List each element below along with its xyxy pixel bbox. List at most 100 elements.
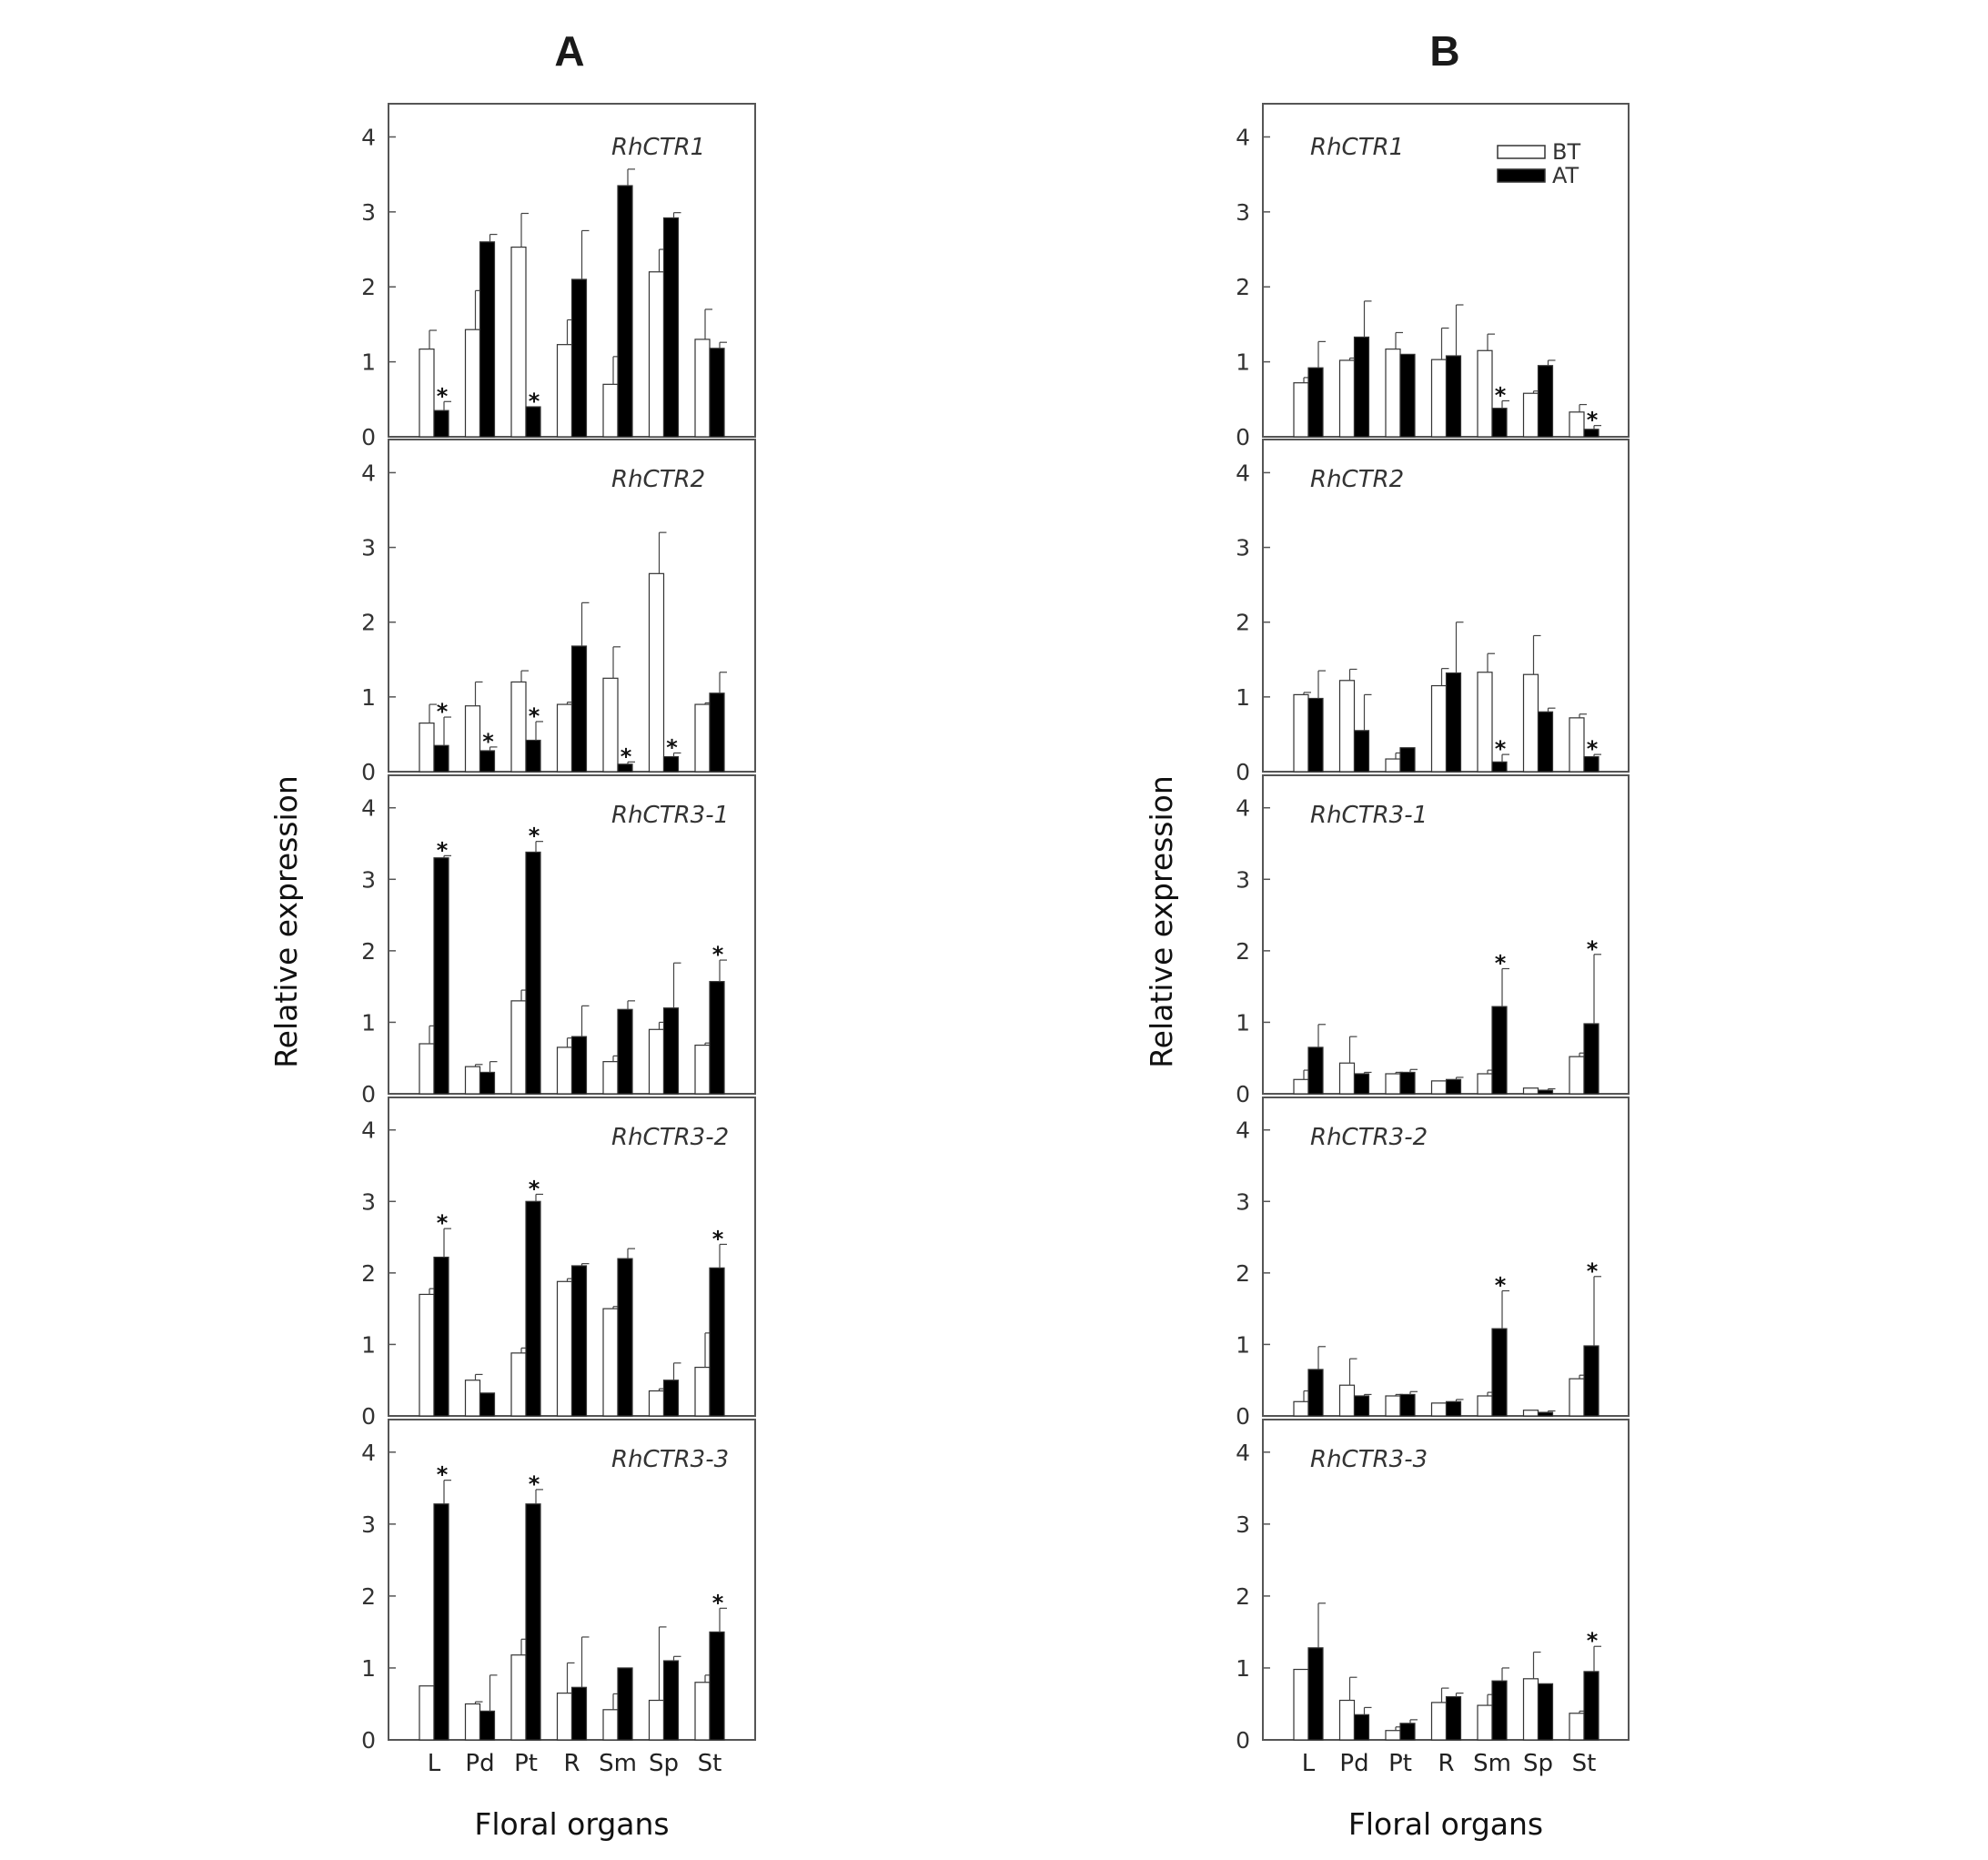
significance-star: * [1495,736,1507,762]
bar-at [1537,365,1554,438]
bar-bt [1385,349,1401,438]
y-axis-title: Relative expression [1144,775,1179,1068]
x-axis-title: Floral organs [1348,1806,1543,1842]
gene-label: RhCTR1 [1310,134,1404,161]
y-tick-label: 0 [1236,1403,1250,1430]
bar-bt [510,1000,527,1095]
bar-at [617,1667,633,1741]
bar-at [1307,1046,1324,1095]
bar-at [1491,1680,1508,1741]
y-tick-label: 0 [1236,759,1250,785]
significance-star: * [1587,736,1599,762]
bar-at [1537,1089,1554,1095]
significance-star: * [712,942,724,967]
y-tick-label: 1 [1236,349,1250,376]
significance-star: * [1587,1259,1599,1284]
bar-bt [1477,1395,1493,1417]
y-tick-label: 4 [1236,124,1250,150]
bar-bt [510,1654,527,1741]
bar-bt [602,1061,619,1095]
gene-label: RhCTR3-3 [611,1446,729,1473]
y-tick-label: 0 [1236,1081,1250,1107]
y-tick-label: 4 [1236,795,1250,822]
bar-bt [1430,684,1448,773]
significance-star: * [529,824,540,849]
bar-bt [1293,382,1309,438]
bar-bt [464,1066,481,1095]
subplot-RhCTR2: 0 1 2 3 4 RhCTR2 * * * * * [361,439,756,785]
y-tick-label: 1 [361,1009,376,1036]
y-tick-label: 1 [1236,684,1250,711]
subplot-RhCTR3-3: 0 1 2 3 4 RhCTR3-3 * * * [361,1419,756,1754]
bar-at [479,1710,496,1741]
bar-at [1353,1073,1370,1095]
bar-bt [648,1699,665,1741]
bar-at [1399,1071,1416,1095]
bar-at [479,750,496,773]
bar-bt [1477,672,1493,773]
y-tick-label: 1 [361,1331,376,1358]
subplot-RhCTR3-1: 0 1 2 3 4 RhCTR3-1 * * * [361,774,756,1107]
bar-bt [602,383,619,438]
y-tick-label: 3 [1236,1188,1250,1215]
bar-bt [556,703,573,773]
bar-bt [556,1046,573,1095]
legend-label: AT [1552,163,1579,188]
y-tick-label: 3 [361,866,376,893]
bar-bt [510,1352,527,1417]
bar-bt [1293,693,1309,773]
significance-star: * [529,703,540,729]
category-label: Sm [599,1750,637,1777]
significance-star: * [1495,951,1507,976]
panel-label-A: A [554,27,584,75]
bar-at [709,692,725,773]
y-tick-label: 0 [1236,1727,1250,1754]
bar-at [617,1258,633,1417]
y-tick-label: 3 [361,535,376,561]
bar-at [1583,1023,1599,1095]
bar-bt [419,1043,435,1095]
bar-at [1445,1400,1462,1417]
y-tick-label: 0 [1236,424,1250,450]
bar-bt [694,703,711,773]
bar-bt [1569,411,1585,438]
bar-at [1307,1647,1324,1741]
category-label: R [1438,1750,1454,1777]
bar-bt [1293,1078,1309,1095]
bar-bt [602,677,619,773]
gene-label: RhCTR2 [611,466,705,493]
category-label: St [698,1750,722,1777]
bar-at [525,739,541,773]
y-tick-label: 2 [1236,610,1250,636]
bar-at [479,1392,496,1417]
significance-star: * [437,1462,449,1488]
bar-at [1537,1411,1554,1417]
subplot-RhCTR3-1: 0 1 2 3 4 RhCTR3-1 * * [1236,774,1630,1107]
significance-star: * [529,1471,540,1497]
bar-bt [1522,1087,1539,1095]
bar-bt [1293,1400,1309,1417]
bar-bt [1477,1073,1493,1095]
y-tick-label: 0 [361,759,376,785]
y-tick-label: 2 [1236,1260,1250,1287]
bar-bt [1522,1678,1539,1741]
bar-at [479,1071,496,1095]
bar-at [1353,1713,1370,1741]
bar-bt [1430,1402,1448,1417]
bar-at [433,1256,449,1417]
y-tick-label: 4 [361,1440,376,1466]
bar-at [1491,761,1508,773]
bar-at [709,1631,725,1741]
bar-bt [556,1693,573,1741]
bar-bt [1385,1730,1401,1741]
bar-bt [1522,392,1539,438]
bar-bt [1569,1713,1585,1741]
bar-at [1445,355,1462,438]
significance-star: * [666,734,678,760]
significance-star: * [1587,408,1599,433]
y-tick-label: 2 [1236,938,1250,965]
bar-at [1399,1393,1416,1417]
bar-at [433,744,449,773]
